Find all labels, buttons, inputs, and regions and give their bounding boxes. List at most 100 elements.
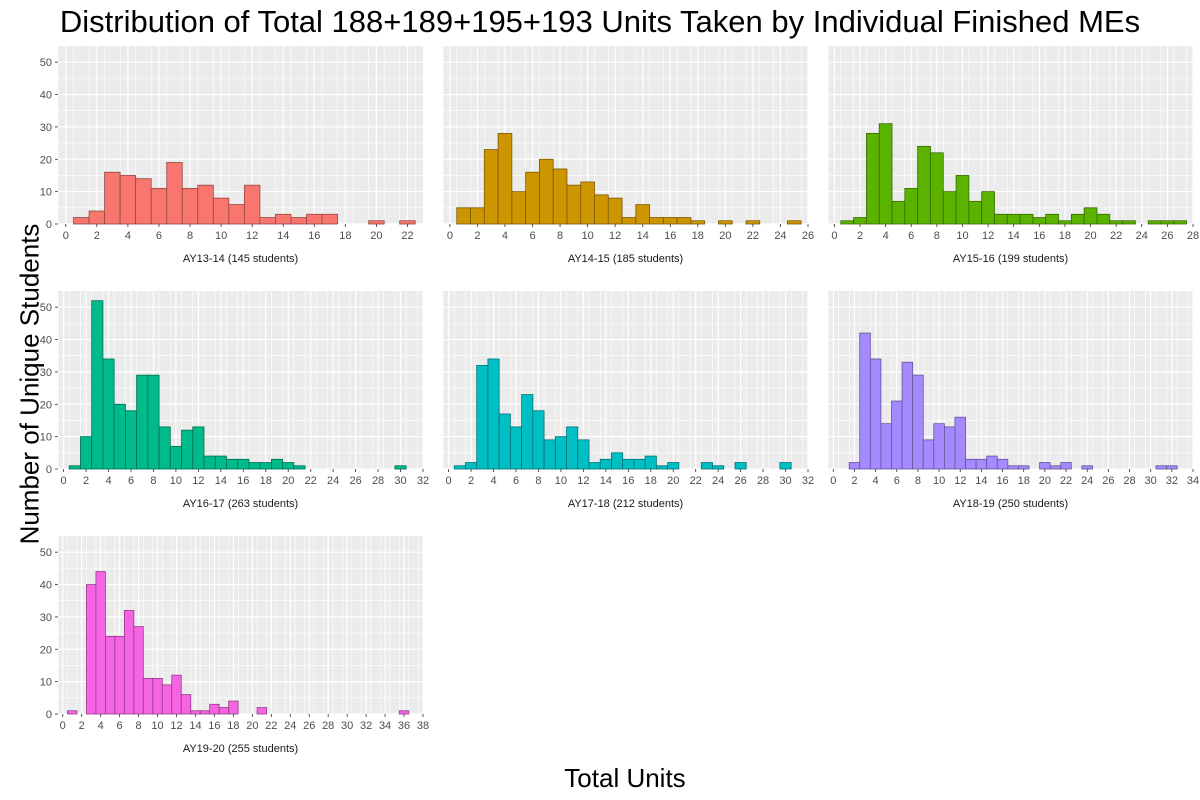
- x-tick-label: 4: [883, 230, 889, 242]
- histogram-bar: [259, 462, 272, 470]
- x-tick-label: 24: [284, 720, 296, 732]
- x-tick-label: 2: [857, 230, 863, 242]
- histogram-bar: [566, 426, 579, 470]
- x-tick-label: 36: [398, 720, 410, 732]
- x-tick-label: 32: [802, 475, 814, 487]
- x-tick-label: 26: [1102, 475, 1114, 487]
- panel-7: 0 2 4 6 8 10 12 14 16 18 20 22 24 26 28 30 32 34 36 3801020…: [40, 536, 429, 755]
- histogram-bar: [1155, 465, 1167, 470]
- histogram-bar: [237, 458, 250, 470]
- histogram-bar: [119, 175, 137, 225]
- histogram-bar: [690, 220, 706, 225]
- x-tick-label: 2: [79, 720, 85, 732]
- y-tick-label: 10: [40, 187, 52, 199]
- y-tick-label: 0: [46, 219, 52, 231]
- x-tick-label: 18: [645, 475, 657, 487]
- x-tick-label: 2: [474, 230, 480, 242]
- histogram-bar: [1096, 213, 1111, 225]
- histogram-bar: [166, 162, 183, 225]
- histogram-bar: [123, 610, 135, 715]
- histogram-bar: [566, 184, 582, 225]
- histogram-bar: [786, 220, 802, 225]
- histogram-bar: [611, 452, 624, 470]
- x-tick-label: 14: [215, 475, 227, 487]
- histogram-bar: [1070, 213, 1085, 225]
- histogram-bar: [700, 462, 713, 470]
- x-tick-label: 26: [1161, 230, 1173, 242]
- histogram-bar: [1083, 207, 1098, 225]
- histogram-bar: [655, 465, 669, 470]
- histogram-bar: [181, 187, 199, 225]
- histogram-bar: [399, 220, 416, 225]
- histogram-bar: [256, 707, 267, 715]
- x-tick-label: 8: [535, 475, 541, 487]
- histogram-bar: [649, 217, 664, 225]
- histogram-bar: [904, 187, 919, 225]
- x-tick-label: 12: [954, 475, 966, 487]
- x-tick-label: 12: [170, 720, 182, 732]
- histogram-bar: [996, 458, 1009, 470]
- x-tick-label: 20: [719, 230, 731, 242]
- x-tick-label: 0: [61, 475, 67, 487]
- histogram-bar: [158, 426, 171, 470]
- y-tick-label: 50: [40, 547, 52, 559]
- histogram-bar: [986, 455, 998, 470]
- histogram-bar: [859, 332, 871, 470]
- histogram-bar: [104, 171, 121, 225]
- histogram-bar: [197, 184, 214, 225]
- x-tick-label: 6: [513, 475, 519, 487]
- histogram-bar: [745, 220, 761, 225]
- x-tick-label: 4: [490, 475, 496, 487]
- histogram-bar: [248, 462, 261, 470]
- facet-label: AY17-18 (212 students): [568, 498, 683, 510]
- x-tick-label: 38: [417, 720, 429, 732]
- x-tick-label: 8: [915, 475, 921, 487]
- histogram-bar: [171, 674, 182, 715]
- x-tick-label: 6: [908, 230, 914, 242]
- histogram-bar: [228, 204, 245, 225]
- histogram-bar: [607, 197, 623, 225]
- x-tick-label: 18: [692, 230, 704, 242]
- histogram-bar: [68, 465, 81, 470]
- x-tick-label: 6: [894, 475, 900, 487]
- histogram-bar: [133, 626, 144, 715]
- histogram-bar: [1006, 213, 1021, 225]
- histogram-bar: [1122, 220, 1136, 225]
- x-tick-label: 0: [63, 230, 69, 242]
- histogram-bar: [922, 439, 935, 470]
- histogram-bar: [511, 191, 527, 225]
- histogram-bar: [1045, 213, 1059, 225]
- x-tick-label: 10: [933, 475, 945, 487]
- histogram-bar: [878, 123, 893, 225]
- histogram-bar: [1081, 465, 1093, 470]
- x-tick-label: 22: [305, 475, 317, 487]
- histogram-bar: [483, 149, 499, 225]
- histogram-bar: [180, 694, 192, 715]
- panel-4: 0 2 4 6 8 10 12 14 16 18 20 22 24 26 28 30 3201020304050…: [40, 291, 429, 510]
- y-tick-label: 0: [46, 709, 52, 721]
- histogram-bar: [192, 426, 205, 470]
- x-tick-label: 22: [265, 720, 277, 732]
- histogram-bar: [1007, 465, 1019, 470]
- x-tick-label: 16: [308, 230, 320, 242]
- facet-label: AY13-14 (145 students): [183, 253, 298, 265]
- histogram-bar: [667, 462, 680, 470]
- histogram-bar: [88, 210, 105, 225]
- x-tick-label: 2: [83, 475, 89, 487]
- x-tick-label: 4: [873, 475, 879, 487]
- x-tick-label: 26: [303, 720, 315, 732]
- x-tick-label: 18: [260, 475, 272, 487]
- histogram-bar: [848, 462, 861, 470]
- histogram-bar: [1039, 462, 1051, 470]
- x-tick-label: 32: [417, 475, 429, 487]
- histogram-bar: [917, 145, 931, 225]
- x-tick-label: 30: [779, 475, 791, 487]
- histogram-bar: [95, 571, 106, 715]
- x-tick-label: 0: [60, 720, 66, 732]
- histogram-bar: [150, 187, 168, 225]
- histogram-bar: [1147, 220, 1162, 225]
- histogram-bar: [293, 465, 306, 470]
- x-tick-label: 6: [529, 230, 535, 242]
- x-tick-label: 8: [187, 230, 193, 242]
